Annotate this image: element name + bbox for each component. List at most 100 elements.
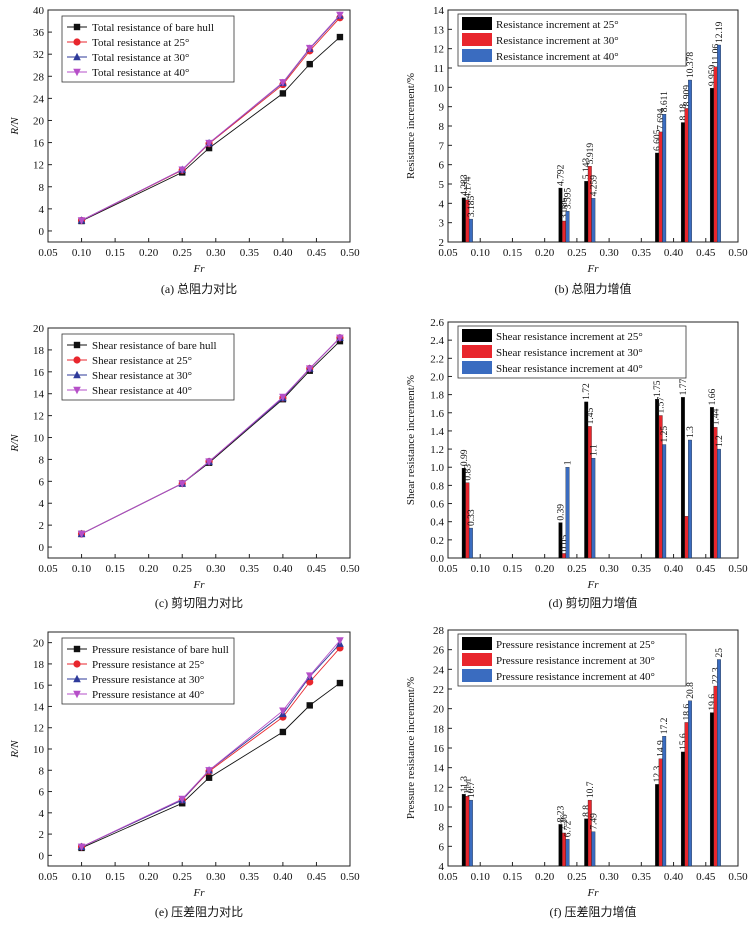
bar-value-label: 8.23 (556, 806, 566, 823)
bar-value-label: 10.378 (686, 52, 696, 78)
bar-value-label: 0.05 (560, 535, 570, 552)
y-tick-label: 6 (39, 476, 45, 488)
x-tick-label: 0.35 (632, 563, 652, 575)
bar (658, 131, 663, 243)
legend-label: Pressure resistance at 40° (92, 689, 204, 701)
bar-value-label: 17.2 (660, 717, 670, 734)
legend-marker (73, 386, 81, 395)
data-point (279, 728, 287, 736)
x-tick-label: 0.05 (438, 871, 458, 883)
y-tick-label: 10 (33, 744, 45, 756)
x-tick-label: 0.40 (273, 563, 293, 575)
data-point (336, 334, 344, 343)
chart-panel-e: 0.05 0.10 0.15 0.20 0.25 0.30 0.35 0.40 0.45 0.50… (9, 631, 360, 919)
data-point (205, 139, 213, 148)
y-tick-label: 6 (439, 841, 445, 853)
data-point (279, 393, 287, 402)
bar-value-label: 3.185 (467, 195, 477, 217)
legend-marker (73, 23, 81, 31)
bar (565, 839, 570, 867)
y-tick-label: 4 (39, 498, 45, 510)
legend-box (61, 333, 235, 401)
bar-value-label: 3.086 (560, 197, 570, 219)
x-tick-label: 0.25 (173, 247, 193, 259)
bar-value-label: 5.143 (582, 158, 592, 180)
series-line (81, 640, 341, 848)
y-tick-label: 14 (433, 763, 445, 775)
bar (587, 799, 592, 867)
bar (562, 220, 566, 243)
x-tick-label: 0.10 (72, 563, 92, 575)
y-tick-label: 8 (39, 182, 45, 194)
bar-value-label: 1 (564, 460, 574, 465)
x-tick-label: 0.45 (307, 871, 327, 883)
legend-label: Shear resistance increment at 30° (496, 347, 643, 359)
x-tick-label: 0.15 (503, 247, 523, 259)
legend-label: Shear resistance increment at 25° (496, 331, 643, 343)
series-line (81, 36, 341, 222)
bar (717, 448, 721, 559)
bar (655, 152, 660, 243)
legend-label: Resistance increment at 40° (496, 51, 619, 63)
y-tick-label: 20 (33, 638, 45, 650)
legend-box (61, 15, 235, 83)
legend-marker (73, 645, 81, 653)
series-line (81, 337, 341, 535)
x-tick-label: 0.15 (503, 563, 523, 575)
y-tick-label: 4 (39, 808, 45, 820)
bar-value-label: 3.595 (564, 188, 574, 210)
legend-marker (73, 674, 81, 683)
y-tick-label: 16 (433, 743, 445, 755)
bar (655, 784, 660, 867)
y-tick-label: 20 (33, 323, 45, 335)
bar-value-label: 1.1 (589, 444, 599, 456)
bar (662, 114, 667, 243)
legend-marker (73, 370, 81, 379)
y-tick-label: 6 (39, 787, 45, 799)
data-point (279, 707, 287, 715)
x-tick-label: 0.10 (72, 247, 92, 259)
bar-value-label: 8.909 (682, 85, 692, 107)
y-tick-label: 10 (33, 433, 45, 445)
y-tick-label: 2.2 (430, 353, 444, 365)
legend-swatch (462, 329, 492, 342)
bar-value-label: 22.3 (711, 667, 721, 684)
panel-caption: (f) 压差阻力增值 (550, 904, 637, 919)
legend-swatch (462, 49, 492, 62)
bar-value-label: 19.6 (708, 694, 718, 711)
legend-marker (73, 660, 81, 668)
y-tick-label: 3 (439, 218, 445, 230)
bar (461, 794, 466, 867)
legend-label: Pressure resistance at 25° (92, 659, 204, 671)
chart-panel-d: 0.05 0.10 0.15 0.20 0.25 0.30 0.35 0.40 0.45 0.50… (405, 317, 748, 610)
bar-value-label: 5.919 (586, 143, 596, 165)
y-tick-label: 13 (433, 24, 445, 36)
y-tick-label: 1.2 (430, 444, 444, 456)
y-tick-label: 1.0 (430, 462, 444, 474)
bar-value-label: 0.99 (460, 449, 470, 466)
y-tick-label: 8 (39, 454, 45, 466)
x-tick-label: 0.35 (240, 247, 260, 259)
x-tick-label: 0.50 (728, 247, 748, 259)
bar-value-label: 6.72 (564, 820, 574, 837)
data-point (77, 530, 86, 539)
bar-value-label: 7.694 (657, 108, 667, 130)
bar-value-label: 4.283 (460, 174, 470, 196)
bar-value-label: 12.3 (653, 766, 663, 783)
y-tick-label: 9 (439, 102, 445, 114)
x-tick-label: 0.40 (273, 871, 293, 883)
legend-swatch (462, 345, 492, 358)
y-tick-label: 0 (39, 226, 45, 238)
legend-swatch (462, 669, 492, 682)
y-tick-label: 2.6 (430, 317, 444, 329)
bar (562, 553, 566, 559)
x-tick-label: 0.30 (206, 563, 226, 575)
x-tick-label: 0.25 (173, 563, 193, 575)
y-tick-label: 36 (33, 27, 45, 39)
data-point (77, 843, 86, 852)
x-tick-label: 0.15 (105, 563, 125, 575)
y-tick-label: 8 (439, 121, 445, 133)
legend-swatch (462, 17, 492, 30)
data-point (205, 458, 213, 466)
legend-label: Shear resistance at 25° (92, 355, 192, 367)
